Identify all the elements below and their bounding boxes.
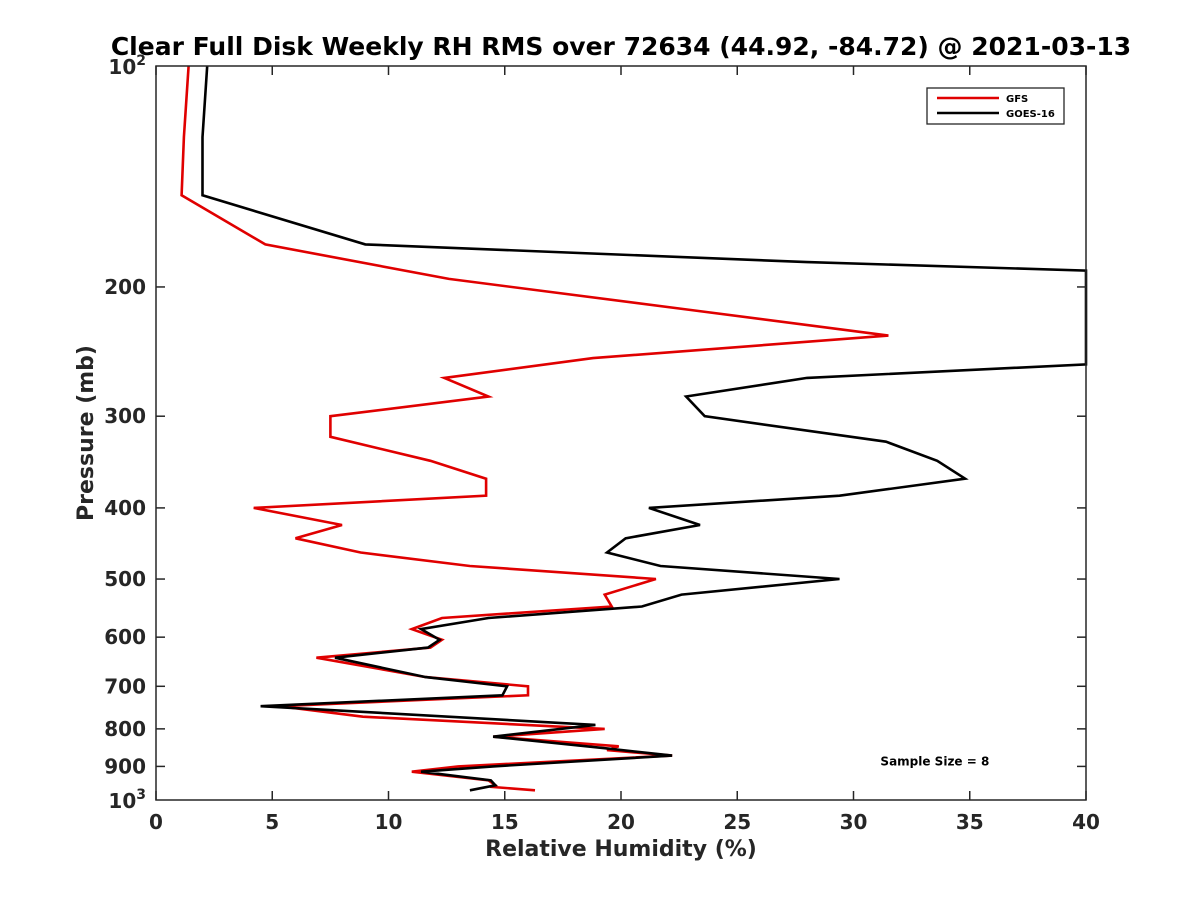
x-tick-label: 30 — [840, 810, 868, 834]
y-tick-label: 200 — [104, 275, 146, 299]
x-tick-label: 5 — [265, 810, 279, 834]
x-axis-label: Relative Humidity (%) — [485, 837, 757, 862]
y-tick-label-power: 102 — [108, 53, 146, 79]
y-tick-label: 900 — [104, 754, 146, 778]
y-tick-label-base: 10 — [108, 789, 136, 813]
y-tick-label: 800 — [104, 717, 146, 741]
y-tick-label: 700 — [104, 674, 146, 698]
y-tick-label-exponent: 3 — [136, 787, 146, 803]
sample-size-annotation: Sample Size = 8 — [880, 755, 989, 769]
legend-box — [926, 87, 1065, 125]
y-tick-label-power: 103 — [108, 787, 146, 813]
series-layer — [180, 65, 1088, 792]
legend-label: GOES-16 — [1006, 109, 1055, 120]
y-tick-label-base: 10 — [108, 55, 136, 79]
plot-area: 0 5 10 15 20 25 30 35 40 200 300 400 500 600 700 800 90… — [104, 53, 1100, 834]
chart-title: Clear Full Disk Weekly RH RMS over 72634… — [111, 32, 1131, 61]
y-tick-label: 300 — [104, 404, 146, 428]
y-tick-label: 500 — [104, 567, 146, 591]
y-tick-label-exponent: 2 — [136, 53, 146, 69]
y-tick-label: 400 — [104, 496, 146, 520]
annotations: Sample Size = 8 — [880, 755, 989, 769]
y-axis-label: Pressure (mb) — [74, 345, 99, 521]
x-tick-label: 40 — [1072, 810, 1100, 834]
x-tick-label: 10 — [375, 810, 403, 834]
x-tick-label: 20 — [607, 810, 635, 834]
x-tick-label: 0 — [149, 810, 163, 834]
legend: GFS GOES-16 — [926, 87, 1065, 125]
y-tick-label: 600 — [104, 625, 146, 649]
series-line-goes-16 — [201, 65, 1088, 792]
x-tick-label: 25 — [723, 810, 751, 834]
x-axis: 0 5 10 15 20 25 30 35 40 — [149, 66, 1100, 834]
legend-label: GFS — [1006, 94, 1028, 105]
x-tick-label: 15 — [491, 810, 519, 834]
x-tick-label: 35 — [956, 810, 984, 834]
